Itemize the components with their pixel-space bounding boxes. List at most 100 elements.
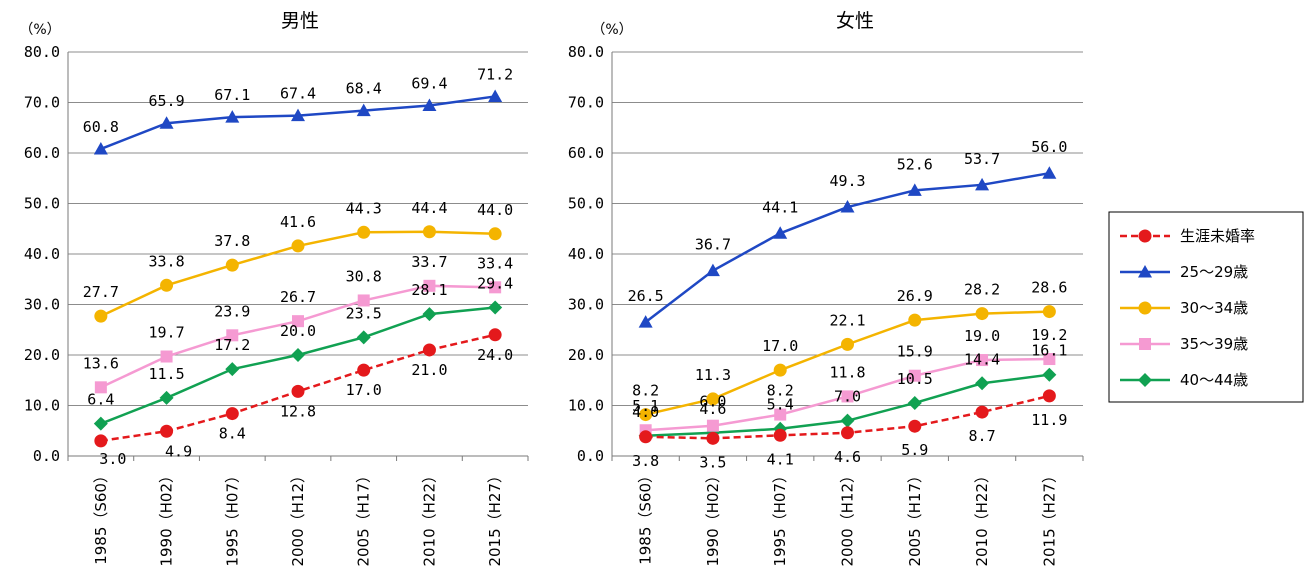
data-label: 7.0 bbox=[834, 388, 861, 406]
data-label: 44.4 bbox=[411, 199, 447, 217]
data-label: 12.8 bbox=[280, 402, 316, 420]
x-tick-label: 1985（S60） bbox=[637, 468, 655, 565]
legend-marker bbox=[1138, 265, 1152, 278]
y-unit-label: （%） bbox=[591, 22, 632, 38]
data-point bbox=[292, 315, 304, 328]
data-label: 44.0 bbox=[477, 201, 513, 219]
data-label: 26.7 bbox=[280, 288, 316, 306]
data-point bbox=[639, 408, 653, 422]
x-tick-label: 1985（S60） bbox=[92, 468, 110, 565]
y-tick-label: 20.0 bbox=[568, 346, 604, 364]
data-label: 5.9 bbox=[901, 441, 928, 459]
data-label: 3.8 bbox=[632, 452, 659, 470]
y-tick-label: 50.0 bbox=[568, 195, 604, 213]
data-point bbox=[975, 405, 989, 419]
data-point bbox=[422, 343, 436, 357]
x-tick-label: 2000（H12） bbox=[289, 468, 307, 567]
data-point bbox=[423, 279, 436, 292]
data-point bbox=[488, 89, 503, 102]
data-label: 67.1 bbox=[214, 86, 250, 104]
data-point bbox=[908, 369, 921, 382]
data-label: 44.1 bbox=[762, 198, 798, 216]
series-age-1 bbox=[638, 166, 1057, 328]
series-age-3 bbox=[639, 353, 1056, 437]
data-point bbox=[94, 309, 108, 323]
data-label: 8.2 bbox=[767, 382, 794, 400]
data-point bbox=[840, 200, 855, 213]
series-age-4 bbox=[93, 300, 503, 431]
y-tick-label: 10.0 bbox=[24, 397, 60, 415]
data-point bbox=[160, 424, 174, 438]
x-tick-label: 2010（H22） bbox=[420, 468, 438, 567]
data-point bbox=[160, 350, 173, 363]
x-tick-label: 1990（H02） bbox=[158, 468, 176, 567]
y-tick-label: 60.0 bbox=[568, 144, 604, 162]
data-label: 41.6 bbox=[280, 213, 316, 231]
data-label: 17.0 bbox=[762, 337, 798, 355]
data-point bbox=[357, 363, 371, 377]
chart-title: 男性 bbox=[281, 10, 319, 32]
data-label: 5.4 bbox=[767, 396, 794, 414]
data-point bbox=[356, 103, 371, 117]
x-tick-label: 1995（H07） bbox=[771, 468, 789, 567]
data-label: 4.1 bbox=[767, 450, 794, 468]
x-tick-label: 2005（H17） bbox=[906, 468, 924, 567]
data-label: 52.6 bbox=[897, 155, 933, 173]
data-label: 5.1 bbox=[632, 397, 659, 415]
data-point bbox=[907, 395, 922, 410]
y-tick-label: 0.0 bbox=[33, 447, 60, 465]
data-label: 11.3 bbox=[695, 366, 731, 384]
series-age-2 bbox=[639, 305, 1056, 422]
data-point bbox=[356, 330, 371, 345]
data-point bbox=[706, 392, 720, 406]
y-tick-label: 80.0 bbox=[568, 43, 604, 61]
legend-marker bbox=[1139, 338, 1151, 350]
data-label: 13.6 bbox=[83, 354, 119, 372]
x-tick-label: 2010（H22） bbox=[973, 468, 991, 567]
data-point bbox=[93, 141, 108, 155]
legend-marker bbox=[1138, 301, 1152, 315]
data-label: 8.7 bbox=[969, 427, 996, 445]
x-tick-label: 2000（H12） bbox=[839, 468, 857, 567]
data-label: 28.2 bbox=[964, 281, 1000, 299]
y-tick-label: 40.0 bbox=[568, 245, 604, 263]
legend-item: 30～34歳 bbox=[1120, 299, 1248, 317]
data-label: 27.7 bbox=[83, 283, 119, 301]
data-point bbox=[975, 376, 990, 391]
legend: 生涯未婚率 25～29歳 30～34歳 35～39歳 40～44歳 bbox=[1108, 211, 1304, 403]
data-label: 11.8 bbox=[829, 363, 865, 381]
x-tick-label: 2005（H17） bbox=[355, 468, 373, 567]
data-point bbox=[226, 329, 239, 342]
series-age-1 bbox=[93, 89, 503, 155]
y-tick-label: 40.0 bbox=[24, 245, 60, 263]
y-tick-label: 20.0 bbox=[24, 346, 60, 364]
data-point bbox=[841, 426, 854, 440]
legend-marker bbox=[1138, 373, 1152, 387]
legend-label: 30～34歳 bbox=[1180, 299, 1248, 317]
data-point bbox=[976, 354, 989, 367]
data-label: 4.6 bbox=[834, 448, 861, 466]
x-tick-label: 1995（H07） bbox=[223, 468, 241, 567]
data-point bbox=[840, 413, 855, 428]
legend-item: 生涯未婚率 bbox=[1120, 227, 1255, 245]
y-unit-label: （%） bbox=[19, 22, 60, 38]
data-point bbox=[773, 363, 787, 377]
y-tick-label: 0.0 bbox=[577, 447, 604, 465]
data-label: 29.4 bbox=[477, 275, 513, 293]
data-point bbox=[159, 116, 174, 129]
data-label: 33.8 bbox=[149, 252, 185, 270]
legend-item: 40～44歳 bbox=[1120, 371, 1248, 389]
data-point bbox=[1042, 367, 1057, 382]
data-label: 37.8 bbox=[214, 232, 250, 250]
data-point bbox=[488, 300, 503, 315]
data-label: 26.5 bbox=[628, 287, 664, 305]
data-point bbox=[357, 294, 370, 307]
data-point bbox=[773, 226, 788, 239]
data-label: 28.1 bbox=[411, 281, 447, 299]
data-point bbox=[908, 419, 922, 433]
data-label: 36.7 bbox=[695, 236, 731, 254]
data-label: 4.9 bbox=[165, 442, 192, 460]
series-age-3 bbox=[94, 279, 502, 394]
data-point bbox=[225, 362, 240, 377]
data-label: 60.8 bbox=[83, 118, 119, 136]
